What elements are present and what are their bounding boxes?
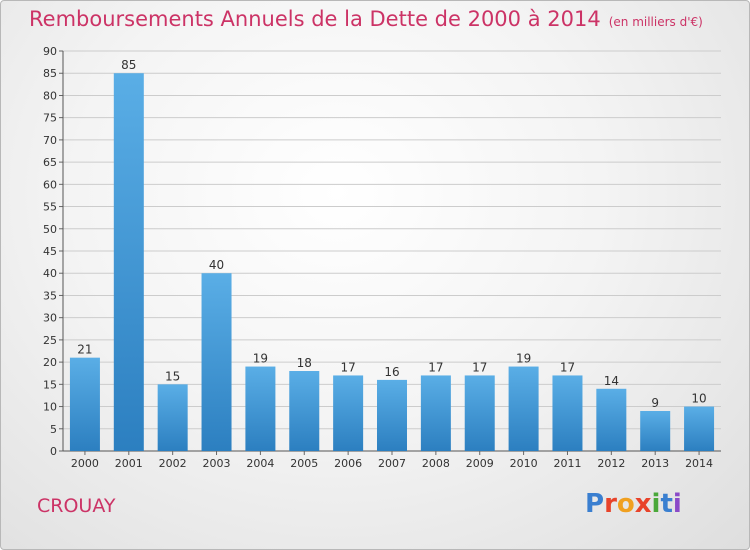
bar [157,384,188,451]
y-tick-label: 25 [43,334,57,347]
data-label: 17 [472,360,487,374]
x-tick-label: 2009 [466,457,494,470]
chart-unit: (en milliers d'€) [608,15,703,29]
bar [201,273,232,451]
data-label: 10 [691,392,706,406]
bar [113,73,144,451]
logo-letter: t [660,489,673,519]
y-tick-label: 15 [43,378,57,391]
data-label: 85 [121,58,136,72]
data-label: 19 [516,352,531,366]
logo-letter: x [634,489,652,519]
bar [420,375,451,451]
commune-name: CROUAY [37,495,116,517]
proxiti-logo[interactable]: Proxiti [585,489,682,519]
x-tick-label: 2002 [159,457,187,470]
x-tick-label: 2013 [641,457,669,470]
x-tick-label: 2005 [290,457,318,470]
data-label: 40 [209,258,224,272]
x-tick-label: 2008 [422,457,450,470]
data-label: 18 [297,356,312,370]
bar [596,388,627,451]
bar [508,366,539,451]
data-label: 17 [428,360,443,374]
y-tick-label: 35 [43,289,57,302]
data-label: 14 [604,374,619,388]
data-label: 17 [560,360,575,374]
bar [245,366,276,451]
x-tick-label: 2004 [246,457,274,470]
bar [640,411,671,451]
data-label: 19 [253,352,268,366]
bar [377,379,407,451]
data-label: 15 [165,369,180,383]
y-tick-label: 10 [43,401,57,414]
logo-letter: r [604,489,617,519]
logo-letter: o [616,489,635,519]
x-tick-label: 2012 [597,457,625,470]
y-tick-label: 75 [43,112,57,125]
y-tick-label: 20 [43,356,57,369]
y-tick-label: 60 [43,178,57,191]
y-tick-label: 45 [43,245,57,258]
logo-letter: i [672,489,682,519]
x-tick-label: 2007 [378,457,406,470]
chart-title: Remboursements Annuels de la Dette de 20… [29,7,703,31]
bars [69,73,715,451]
x-tick-label: 2014 [685,457,713,470]
x-tick-label: 2010 [510,457,538,470]
y-tick-label: 0 [50,445,57,458]
chart-title-text: Remboursements Annuels de la Dette de 20… [29,7,601,31]
y-tick-label: 55 [43,201,57,214]
y-tick-label: 65 [43,156,57,169]
y-tick-label: 90 [43,45,57,58]
bar [69,357,100,451]
bar [464,375,495,451]
logo-letter: i [651,489,661,519]
y-tick-label: 50 [43,223,57,236]
data-label: 17 [340,360,355,374]
bar [684,406,715,451]
bar [289,371,320,451]
data-label: 21 [77,343,92,357]
data-label: 16 [384,365,399,379]
labels: 21 85 15 40 19 18 17 16 17 17 19 17 14 9 10 [77,58,706,410]
y-tick-label: 70 [43,134,57,147]
x-tick-label: 2003 [203,457,231,470]
data-label: 9 [651,396,659,410]
y-tick-label: 85 [43,67,57,80]
x-tick-label: 2006 [334,457,362,470]
x-tick-label: 2000 [71,457,99,470]
y-tick-label: 5 [50,423,57,436]
bar [333,375,364,451]
y-tick-label: 30 [43,312,57,325]
x-tick-label: 2011 [553,457,581,470]
bar [552,375,583,451]
x-tick-label: 2001 [115,457,143,470]
logo-letter: P [585,489,605,519]
y-tick-label: 40 [43,267,57,280]
y-tick-label: 80 [43,89,57,102]
